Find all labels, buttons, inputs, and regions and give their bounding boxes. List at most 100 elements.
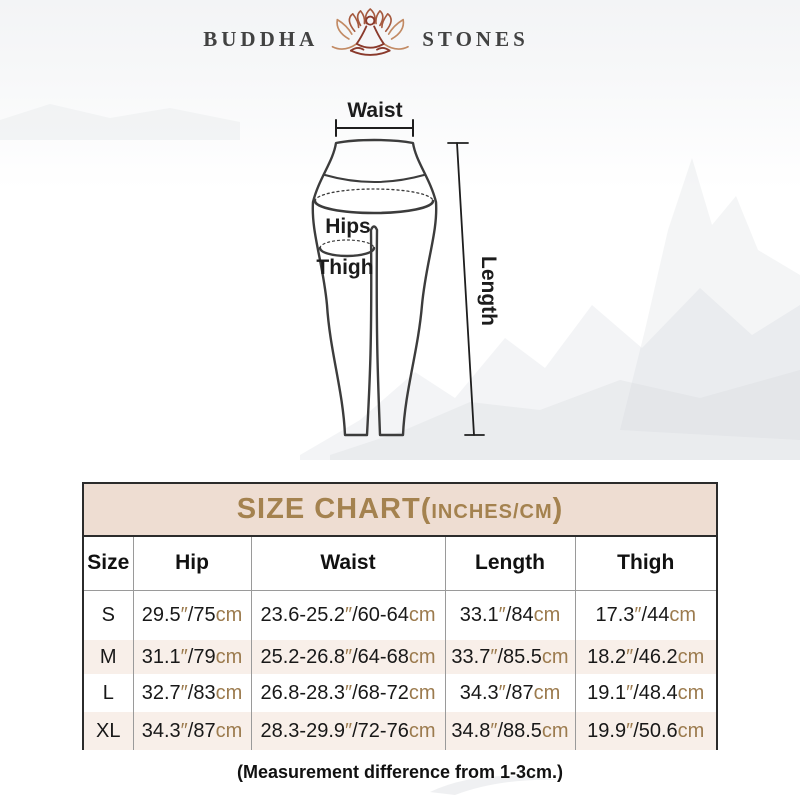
hip-cell: 32.7″/83cm bbox=[132, 674, 251, 712]
unit-mark: cm bbox=[215, 603, 243, 626]
waist-cell: 28.3-29.9″/72-76cm bbox=[250, 712, 445, 750]
thigh-cell: 18.2″/46.2cm bbox=[574, 640, 716, 674]
unit-mark: ″ bbox=[634, 603, 642, 626]
column-header-hip: Hip bbox=[132, 537, 251, 591]
measurement-value: /83 bbox=[187, 681, 216, 704]
unit-mark: cm bbox=[408, 681, 436, 704]
hip-cell: 29.5″/75cm bbox=[132, 590, 251, 640]
unit-mark: ″ bbox=[180, 681, 188, 704]
unit-mark: cm bbox=[533, 603, 561, 626]
length-cell: 33.1″/84cm bbox=[444, 590, 575, 640]
brand-name-left: BUDDHA bbox=[203, 26, 319, 51]
size-chart-title: SIZE CHART(INCHES/CM) bbox=[84, 484, 716, 537]
hip-cell: 31.1″/79cm bbox=[132, 640, 251, 674]
column-header-length: Length bbox=[444, 537, 575, 591]
size-cell: M bbox=[99, 645, 117, 668]
measurement-value: /85.5 bbox=[497, 645, 542, 668]
column-header-thigh: Thigh bbox=[574, 537, 716, 591]
column-header-waist: Waist bbox=[250, 537, 445, 591]
unit-mark: ″ bbox=[490, 645, 498, 668]
brand-name-right: STONES bbox=[422, 26, 529, 51]
measurement-value: 29.5 bbox=[141, 603, 181, 626]
thigh-cell: 19.1″/48.4cm bbox=[574, 674, 716, 712]
unit-mark: cm bbox=[677, 681, 705, 704]
length-cell: 34.3″/87cm bbox=[444, 674, 575, 712]
unit-mark: ″ bbox=[626, 681, 634, 704]
measurement-value: 32.7 bbox=[141, 681, 181, 704]
unit-mark: cm bbox=[533, 681, 561, 704]
measurement-value: /87 bbox=[505, 681, 534, 704]
hip-cell: 34.3″/87cm bbox=[132, 712, 251, 750]
unit-mark: cm bbox=[677, 645, 705, 668]
measurement-value: 17.3 bbox=[595, 603, 635, 626]
measurement-value: /87 bbox=[187, 719, 216, 742]
measurement-value: 33.1 bbox=[459, 603, 499, 626]
length-cell: 34.8″/88.5cm bbox=[444, 712, 575, 750]
unit-mark: ″ bbox=[345, 681, 353, 704]
thigh-label: Thigh bbox=[316, 256, 374, 279]
measurement-value: /60-64 bbox=[352, 603, 409, 626]
size-chart-title-text: ) bbox=[552, 493, 564, 525]
size-row-l: L 32.7″/83cm 26.8-28.3″/68-72cm 34.3″/87cm 1… bbox=[84, 674, 716, 712]
unit-mark: ″ bbox=[498, 603, 506, 626]
length-cell: 33.7″/85.5cm bbox=[444, 640, 575, 674]
unit-mark: ″ bbox=[345, 719, 353, 742]
unit-mark: cm bbox=[677, 719, 705, 742]
unit-mark: cm bbox=[215, 681, 243, 704]
size-row-s: S 29.5″/75cm 23.6-25.2″/60-64cm 33.1″/84cm 1… bbox=[84, 590, 716, 640]
unit-mark: cm bbox=[541, 719, 569, 742]
unit-mark: ″ bbox=[180, 645, 188, 668]
unit-mark: ″ bbox=[498, 681, 506, 704]
measurement-value: 25.2-26.8 bbox=[260, 645, 346, 668]
measurement-value: 31.1 bbox=[141, 645, 181, 668]
unit-mark: ″ bbox=[626, 719, 634, 742]
size-cell: XL bbox=[96, 719, 121, 742]
thigh-cell: 17.3″/44cm bbox=[574, 590, 716, 640]
measurement-value: 19.9 bbox=[587, 719, 627, 742]
size-chart-title-text: SIZE CHART( bbox=[236, 493, 432, 525]
measurement-value: /68-72 bbox=[352, 681, 409, 704]
measurement-value: /84 bbox=[505, 603, 534, 626]
size-chart-table: Size Hip Waist Length Thigh S 29.5″/75cm 23.6-… bbox=[84, 537, 716, 750]
hips-label: Hips bbox=[325, 215, 371, 238]
measurement-footnote: (Measurement difference from 1-3cm.) bbox=[236, 762, 564, 782]
measurement-value: 34.8 bbox=[451, 719, 491, 742]
waist-cell: 25.2-26.8″/64-68cm bbox=[250, 640, 445, 674]
measurement-value: 18.2 bbox=[587, 645, 627, 668]
length-label: Length bbox=[477, 256, 500, 326]
measurement-value: /75 bbox=[187, 603, 216, 626]
measurement-value: 23.6-25.2 bbox=[260, 603, 346, 626]
unit-mark: ″ bbox=[180, 719, 188, 742]
waist-label: Waist bbox=[347, 99, 403, 122]
lotus-meditation-icon bbox=[331, 8, 409, 56]
measurement-value: /48.4 bbox=[633, 681, 678, 704]
unit-mark: cm bbox=[541, 645, 569, 668]
measurement-value: 26.8-28.3 bbox=[260, 681, 346, 704]
unit-mark: cm bbox=[408, 719, 436, 742]
measurement-value: /64-68 bbox=[352, 645, 409, 668]
size-row-xl: XL 34.3″/87cm 28.3-29.9″/72-76cm 34.8″/88.5… bbox=[84, 712, 716, 750]
measurement-value: 19.1 bbox=[587, 681, 627, 704]
unit-mark: ″ bbox=[490, 719, 498, 742]
size-cell: S bbox=[101, 603, 115, 626]
size-row-m: M 31.1″/79cm 25.2-26.8″/64-68cm 33.7″/85.5c… bbox=[84, 640, 716, 674]
unit-mark: cm bbox=[669, 603, 696, 626]
unit-mark: ″ bbox=[180, 603, 188, 626]
measurement-value: 33.7 bbox=[451, 645, 491, 668]
column-header-size: Size bbox=[84, 537, 133, 591]
unit-mark: cm bbox=[408, 645, 436, 668]
thigh-cell: 19.9″/50.6cm bbox=[574, 712, 716, 750]
measurement-value: /79 bbox=[187, 645, 216, 668]
size-chart-title-text: INCHES/CM bbox=[431, 501, 553, 523]
unit-mark: cm bbox=[215, 645, 243, 668]
unit-mark: cm bbox=[215, 719, 243, 742]
measurement-value: /72-76 bbox=[352, 719, 409, 742]
brand-logo: BUDDHA bbox=[203, 8, 529, 70]
measurement-value: /50.6 bbox=[633, 719, 678, 742]
waist-cell: 23.6-25.2″/60-64cm bbox=[250, 590, 445, 640]
size-chart: SIZE CHART(INCHES/CM) Size Hip Waist Length… bbox=[82, 482, 718, 750]
unit-mark: ″ bbox=[345, 603, 353, 626]
measurement-value: 34.3 bbox=[141, 719, 181, 742]
